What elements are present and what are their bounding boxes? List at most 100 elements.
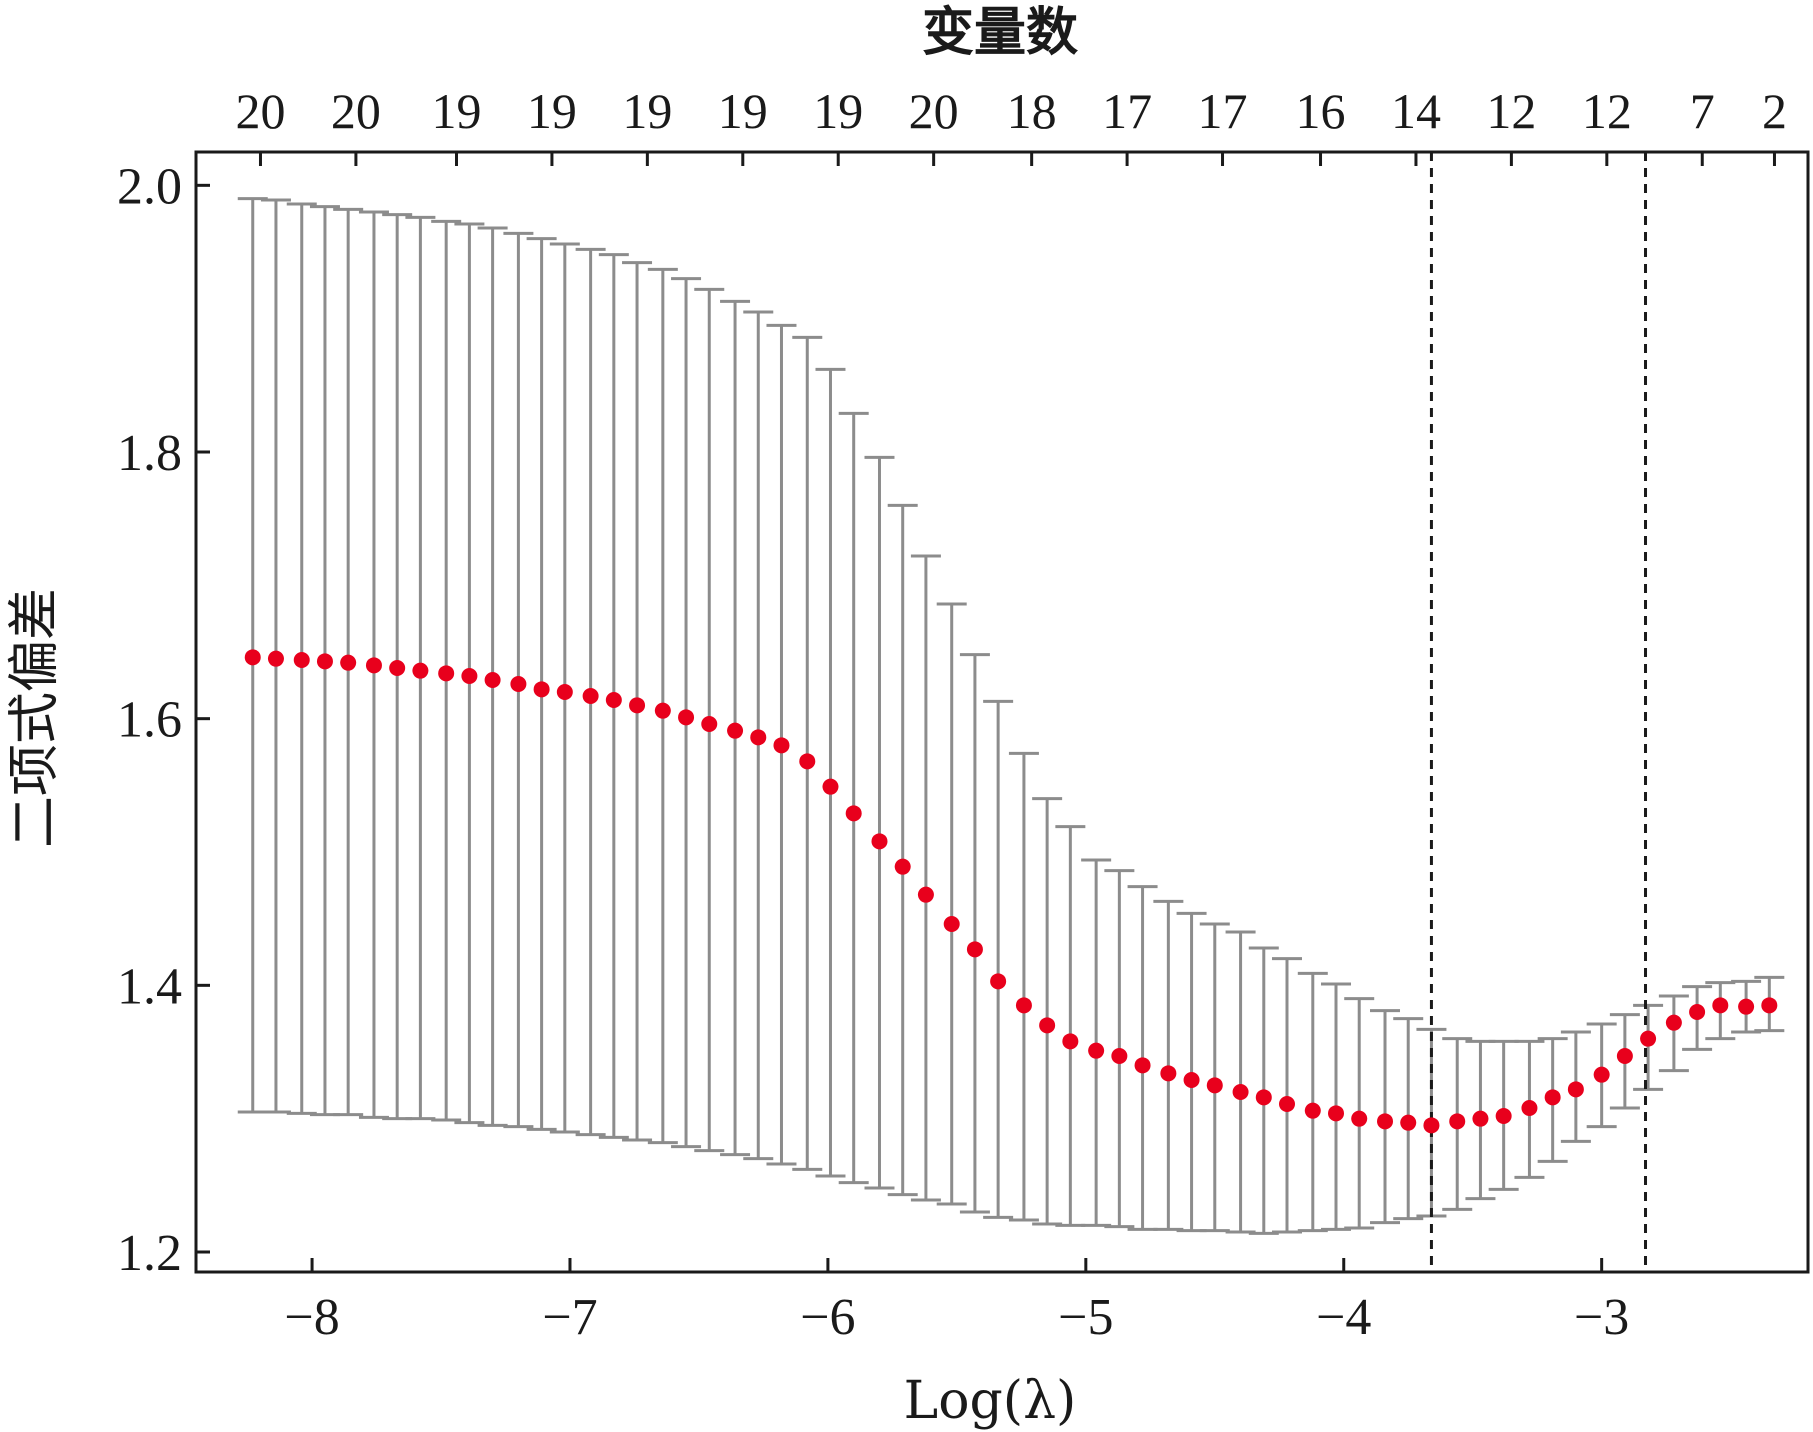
- point-34: [1062, 1033, 1079, 1050]
- point-15: [605, 692, 622, 708]
- point-63: [1761, 997, 1778, 1014]
- x-tick-label-0: −8: [284, 1289, 339, 1346]
- point-46: [1351, 1110, 1368, 1127]
- point-58: [1640, 1030, 1657, 1047]
- point-44: [1304, 1102, 1321, 1119]
- point-41: [1232, 1084, 1249, 1100]
- point-38: [1160, 1065, 1177, 1082]
- point-36: [1111, 1048, 1128, 1064]
- top-tick-label-14: 12: [1582, 83, 1632, 139]
- top-tick-label-5: 19: [718, 83, 768, 139]
- y-tick-label-1: 1.4: [117, 958, 182, 1015]
- point-17: [654, 702, 671, 719]
- x-tick-label-1: −7: [542, 1289, 597, 1346]
- point-48: [1400, 1114, 1417, 1131]
- point-43: [1279, 1096, 1296, 1112]
- point-35: [1088, 1042, 1105, 1059]
- top-tick-label-8: 18: [1007, 83, 1057, 139]
- top-axis-title: 变量数: [922, 3, 1078, 63]
- y-tick-label-3: 1.8: [117, 425, 182, 482]
- point-7: [412, 662, 429, 679]
- mean-points: [244, 649, 1778, 1134]
- point-8: [438, 665, 455, 682]
- point-62: [1738, 998, 1755, 1015]
- point-27: [894, 858, 911, 875]
- top-tick-label-2: 19: [431, 83, 481, 139]
- point-39: [1183, 1072, 1200, 1088]
- point-53: [1521, 1100, 1538, 1116]
- point-47: [1377, 1113, 1394, 1130]
- point-3: [316, 653, 333, 670]
- point-61: [1712, 997, 1729, 1014]
- point-26: [871, 833, 888, 850]
- point-9: [461, 668, 478, 684]
- point-52: [1495, 1108, 1512, 1124]
- y-tick-label-4: 2.0: [117, 158, 182, 215]
- point-49: [1423, 1117, 1440, 1134]
- point-31: [990, 973, 1007, 990]
- error-bars: [237, 197, 1785, 1235]
- x-tick-label-2: −6: [800, 1289, 855, 1346]
- point-54: [1544, 1089, 1561, 1106]
- top-tick-label-9: 17: [1102, 83, 1152, 139]
- point-0: [244, 649, 261, 666]
- point-24: [822, 778, 839, 795]
- top-tick-label-16: 2: [1762, 83, 1787, 139]
- point-20: [727, 722, 744, 739]
- top-tick-label-10: 17: [1198, 83, 1248, 139]
- point-1: [267, 650, 284, 667]
- x-axis-label: Log(λ): [904, 1371, 1077, 1431]
- point-2: [293, 652, 310, 668]
- point-33: [1039, 1017, 1056, 1034]
- point-28: [917, 886, 934, 903]
- point-12: [533, 681, 550, 698]
- y-axis-label: 二项式偏差: [5, 588, 65, 848]
- plot-frame: [194, 150, 1810, 1274]
- point-55: [1567, 1081, 1584, 1098]
- point-51: [1472, 1110, 1489, 1127]
- point-4: [340, 654, 357, 671]
- point-42: [1255, 1089, 1272, 1106]
- top-tick-label-1: 20: [331, 83, 381, 139]
- point-22: [773, 737, 790, 754]
- point-25: [845, 805, 862, 822]
- top-tick-label-7: 20: [909, 83, 959, 139]
- point-14: [582, 688, 599, 704]
- point-57: [1616, 1048, 1633, 1064]
- point-18: [678, 709, 695, 726]
- point-32: [1015, 997, 1032, 1014]
- y-axis: 1.2 1.4 1.6 1.8 2.0: [117, 158, 210, 1282]
- top-tick-label-12: 14: [1391, 83, 1441, 139]
- x-tick-label-3: −5: [1058, 1289, 1113, 1346]
- point-16: [629, 697, 646, 714]
- top-tick-label-3: 19: [527, 83, 577, 139]
- point-59: [1665, 1014, 1682, 1031]
- point-50: [1449, 1113, 1466, 1130]
- top-tick-label-11: 16: [1296, 83, 1346, 139]
- point-6: [389, 660, 406, 676]
- point-60: [1689, 1004, 1706, 1020]
- point-37: [1134, 1057, 1151, 1074]
- x-axis: −8 −7 −6 −5 −4 −3: [284, 1258, 1629, 1346]
- top-axis: 20 20 19 19 19 19 19 20 18 17 17 16 14 12 12 7 2: [235, 83, 1787, 166]
- x-tick-label-5: −3: [1574, 1289, 1629, 1346]
- point-56: [1593, 1066, 1610, 1083]
- y-tick-label-0: 1.2: [117, 1225, 182, 1282]
- top-tick-label-4: 19: [622, 83, 672, 139]
- point-30: [966, 941, 983, 958]
- point-23: [799, 753, 816, 770]
- top-tick-label-15: 7: [1690, 83, 1715, 139]
- point-45: [1328, 1105, 1345, 1122]
- top-tick-label-13: 12: [1486, 83, 1536, 139]
- top-tick-label-6: 19: [813, 83, 863, 139]
- point-13: [556, 684, 573, 700]
- y-tick-label-2: 1.6: [117, 692, 182, 749]
- point-40: [1206, 1077, 1223, 1094]
- x-tick-label-4: −4: [1316, 1289, 1371, 1346]
- reference-lines: [1429, 152, 1648, 1272]
- point-10: [484, 672, 501, 688]
- point-11: [510, 676, 527, 692]
- point-19: [701, 716, 718, 732]
- point-5: [365, 657, 382, 674]
